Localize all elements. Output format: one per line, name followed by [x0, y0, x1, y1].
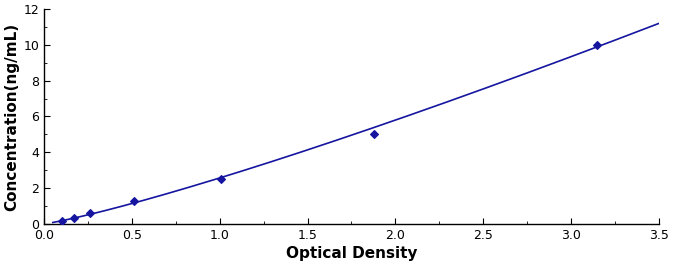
X-axis label: Optical Density: Optical Density [286, 246, 417, 261]
Y-axis label: Concentration(ng/mL): Concentration(ng/mL) [4, 23, 19, 211]
